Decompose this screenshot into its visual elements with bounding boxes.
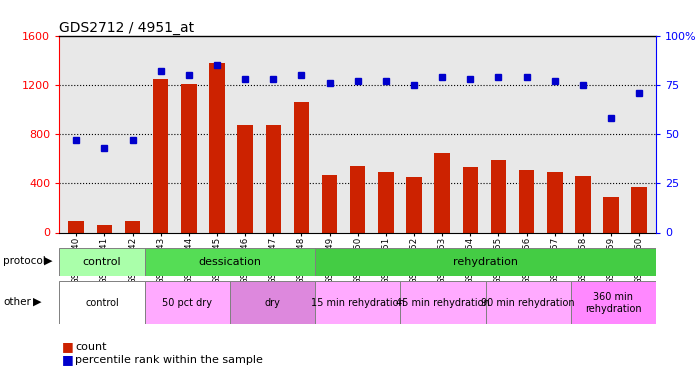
Text: GDS2712 / 4951_at: GDS2712 / 4951_at <box>59 21 195 34</box>
Text: ▶: ▶ <box>44 256 52 266</box>
Bar <box>59 281 144 324</box>
Text: count: count <box>75 342 107 352</box>
Text: 50 pct dry: 50 pct dry <box>162 298 212 308</box>
Bar <box>96 225 112 232</box>
Bar <box>486 281 571 324</box>
Bar <box>571 281 656 324</box>
Bar <box>350 166 366 232</box>
Text: control: control <box>85 298 119 308</box>
Bar <box>322 175 337 232</box>
Bar <box>315 281 401 324</box>
Bar <box>315 248 656 276</box>
Text: 45 min rehydration: 45 min rehydration <box>396 298 490 308</box>
Text: ■: ■ <box>61 354 73 366</box>
Text: rehydration: rehydration <box>453 256 518 267</box>
Bar <box>547 172 563 232</box>
Bar <box>237 126 253 232</box>
Bar <box>406 177 422 232</box>
Text: control: control <box>82 256 121 267</box>
Bar <box>144 281 230 324</box>
Bar <box>294 102 309 232</box>
Bar <box>401 281 486 324</box>
Bar <box>209 63 225 232</box>
Bar <box>491 160 506 232</box>
Text: 15 min rehydration: 15 min rehydration <box>311 298 405 308</box>
Bar <box>181 84 197 232</box>
Text: other: other <box>3 297 31 307</box>
Bar <box>59 248 144 276</box>
Text: 360 min
rehydration: 360 min rehydration <box>585 292 641 314</box>
Bar <box>603 197 619 232</box>
Bar <box>519 170 535 232</box>
Text: ■: ■ <box>61 340 73 353</box>
Bar <box>632 187 647 232</box>
Bar <box>434 153 450 232</box>
Bar <box>378 172 394 232</box>
Bar <box>153 79 168 232</box>
Text: percentile rank within the sample: percentile rank within the sample <box>75 355 263 365</box>
Bar <box>265 126 281 232</box>
Text: dessication: dessication <box>198 256 261 267</box>
Text: 90 min rehydration: 90 min rehydration <box>482 298 575 308</box>
Bar <box>575 176 591 232</box>
Text: protocol: protocol <box>3 256 46 266</box>
Bar <box>230 281 315 324</box>
Bar <box>125 221 140 232</box>
Bar <box>144 248 315 276</box>
Bar <box>463 167 478 232</box>
Text: ▶: ▶ <box>33 297 41 307</box>
Text: dry: dry <box>265 298 281 308</box>
Bar <box>68 221 84 232</box>
